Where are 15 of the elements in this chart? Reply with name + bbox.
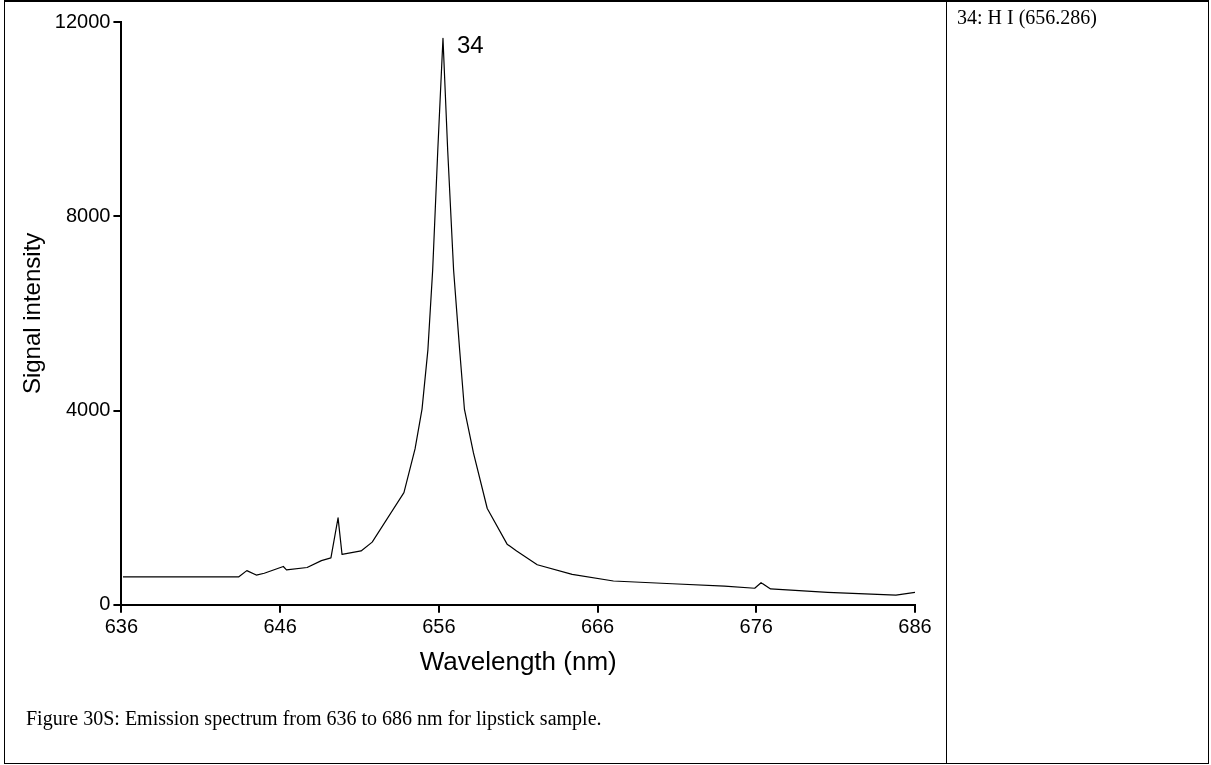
caption: Figure 30S: Emission spectrum from 636 to 686 nm for lipstick sample. bbox=[26, 707, 602, 730]
x-tick-label: 666 bbox=[580, 615, 615, 638]
annotation: 34 bbox=[456, 30, 484, 58]
x-tick-label: 686 bbox=[898, 615, 932, 638]
x-tick-label: 656 bbox=[422, 615, 456, 638]
y-tick-label: 4000 bbox=[65, 398, 111, 421]
x-axis-title: Wavelength (nm) bbox=[419, 645, 617, 676]
text: 34: H I (656.286) bbox=[957, 6, 1097, 29]
x-tick-label: 676 bbox=[739, 615, 773, 638]
y-tick-label: 12000 bbox=[54, 9, 111, 32]
x-tick-label: 636 bbox=[104, 615, 139, 638]
y-tick-label: 8000 bbox=[65, 203, 111, 226]
y-tick-label: 0 bbox=[99, 592, 111, 615]
x-tick-label: 646 bbox=[263, 615, 297, 638]
y-axis-title: Signal intensity bbox=[18, 232, 46, 395]
